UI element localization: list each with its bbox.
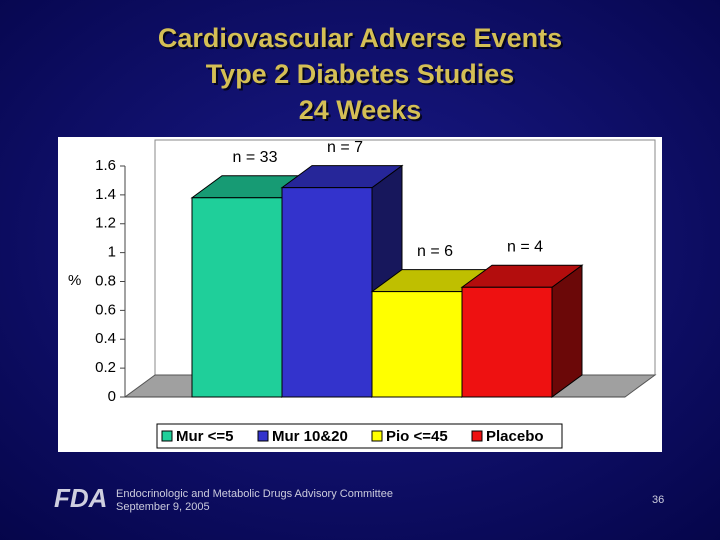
page-number: 36 (652, 494, 664, 506)
footer-date: September 9, 2005 (116, 501, 210, 513)
legend-swatch (371, 430, 383, 442)
legend (156, 423, 563, 449)
y-tick-label: 1.2 (95, 215, 116, 232)
legend-label: Mur 10&20 (272, 428, 348, 445)
bar (371, 291, 463, 398)
bar (461, 286, 553, 398)
legend-label: Placebo (486, 428, 544, 445)
logo: FDA (54, 483, 107, 513)
chart: 0 0.2 0.4 0.6 0.8 1 1.2 1.4 1.6 n = 33 n = 7 n = 6 n… (95, 139, 584, 445)
legend-label: Pio <=45 (386, 428, 448, 445)
legend-swatch (161, 430, 173, 442)
legend-swatch (471, 430, 483, 442)
chart-subtitle: Type 2 Diabetes Studies (206, 59, 515, 89)
footer-committee: Endocrinologic and Metabolic Drugs Advis… (116, 488, 393, 500)
title-shadow-text: 24 Weeks (301, 97, 424, 127)
annotation: n = 7 (327, 139, 363, 156)
chart-title: Cardiovascular Adverse Events (158, 23, 562, 53)
y-tick-label: 1.4 (95, 186, 116, 203)
annotation: n = 4 (507, 238, 543, 255)
title-shadow-text: Type 2 Diabetes Studies (208, 61, 517, 91)
annotation: n = 33 (233, 149, 278, 166)
legend-label: Mur <=5 (176, 428, 234, 445)
bar (281, 187, 373, 398)
annotation: n = 6 (417, 243, 453, 260)
y-tick-label: 1 (108, 244, 116, 261)
legend-swatch (257, 430, 269, 442)
chart-subtitle: 24 Weeks (299, 95, 422, 125)
y-tick-label: 0.2 (95, 359, 116, 376)
y-axis-label: % (68, 272, 81, 289)
bar (191, 197, 283, 398)
fda-logo: FDA (54, 483, 107, 513)
y-tick-label: 0.6 (95, 301, 116, 318)
y-tick-label: 1.6 (95, 157, 116, 174)
title-shadow-text: Cardiovascular Adverse Events (160, 25, 564, 55)
title-shadow: Cardiovascular Adverse Events Type 2 Dia… (160, 25, 564, 127)
bar-side (551, 264, 583, 398)
y-tick-label: 0.8 (95, 272, 116, 289)
y-tick-label: 0.4 (95, 330, 116, 347)
y-tick-label: 0 (108, 388, 116, 405)
